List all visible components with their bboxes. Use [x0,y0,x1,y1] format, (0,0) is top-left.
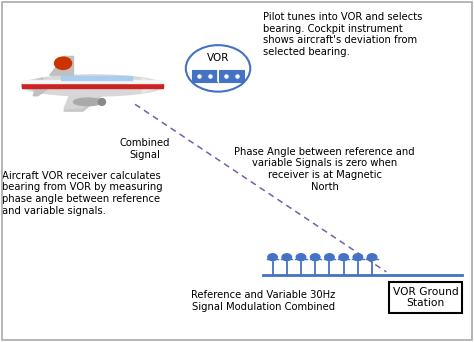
Bar [91,76,96,80]
Circle shape [282,254,292,261]
Bar [79,76,84,80]
Circle shape [353,254,363,261]
Bar [121,76,126,80]
Bar [109,76,114,80]
Bar [22,83,163,88]
Circle shape [325,254,334,261]
Text: Aircraft VOR receiver calculates
bearing from VOR by measuring
phase angle betwe: Aircraft VOR receiver calculates bearing… [2,171,163,215]
Circle shape [55,57,72,69]
Polygon shape [50,56,73,75]
Polygon shape [64,87,111,111]
Text: Phase Angle between reference and
variable Signals is zero when
receiver is at M: Phase Angle between reference and variab… [234,147,415,192]
Bar [85,76,90,80]
FancyBboxPatch shape [192,70,217,81]
Text: VOR Ground
Station: VOR Ground Station [392,287,458,308]
Ellipse shape [21,75,164,96]
FancyBboxPatch shape [389,282,462,313]
Circle shape [310,254,320,261]
Circle shape [339,254,348,261]
Bar [127,76,132,80]
Text: Pilot tunes into VOR and selects
bearing. Cockpit instrument
shows aircraft's de: Pilot tunes into VOR and selects bearing… [263,12,422,57]
Bar [73,76,78,80]
Ellipse shape [98,98,105,105]
Polygon shape [142,78,163,93]
Bar [61,76,66,80]
Bar [103,76,108,80]
Bar [67,76,72,80]
Text: VOR: VOR [207,53,229,63]
Text: Reference and Variable 30Hz
Signal Modulation Combined: Reference and Variable 30Hz Signal Modul… [191,290,335,312]
Circle shape [296,254,306,261]
FancyBboxPatch shape [219,70,244,81]
Bar [97,76,102,80]
Text: Combined
Signal: Combined Signal [119,138,170,160]
Polygon shape [22,78,43,93]
Circle shape [268,254,277,261]
Bar [115,76,120,80]
Polygon shape [33,84,50,96]
Bar [22,80,163,83]
Polygon shape [64,84,111,109]
Circle shape [367,254,377,261]
Ellipse shape [73,98,102,106]
